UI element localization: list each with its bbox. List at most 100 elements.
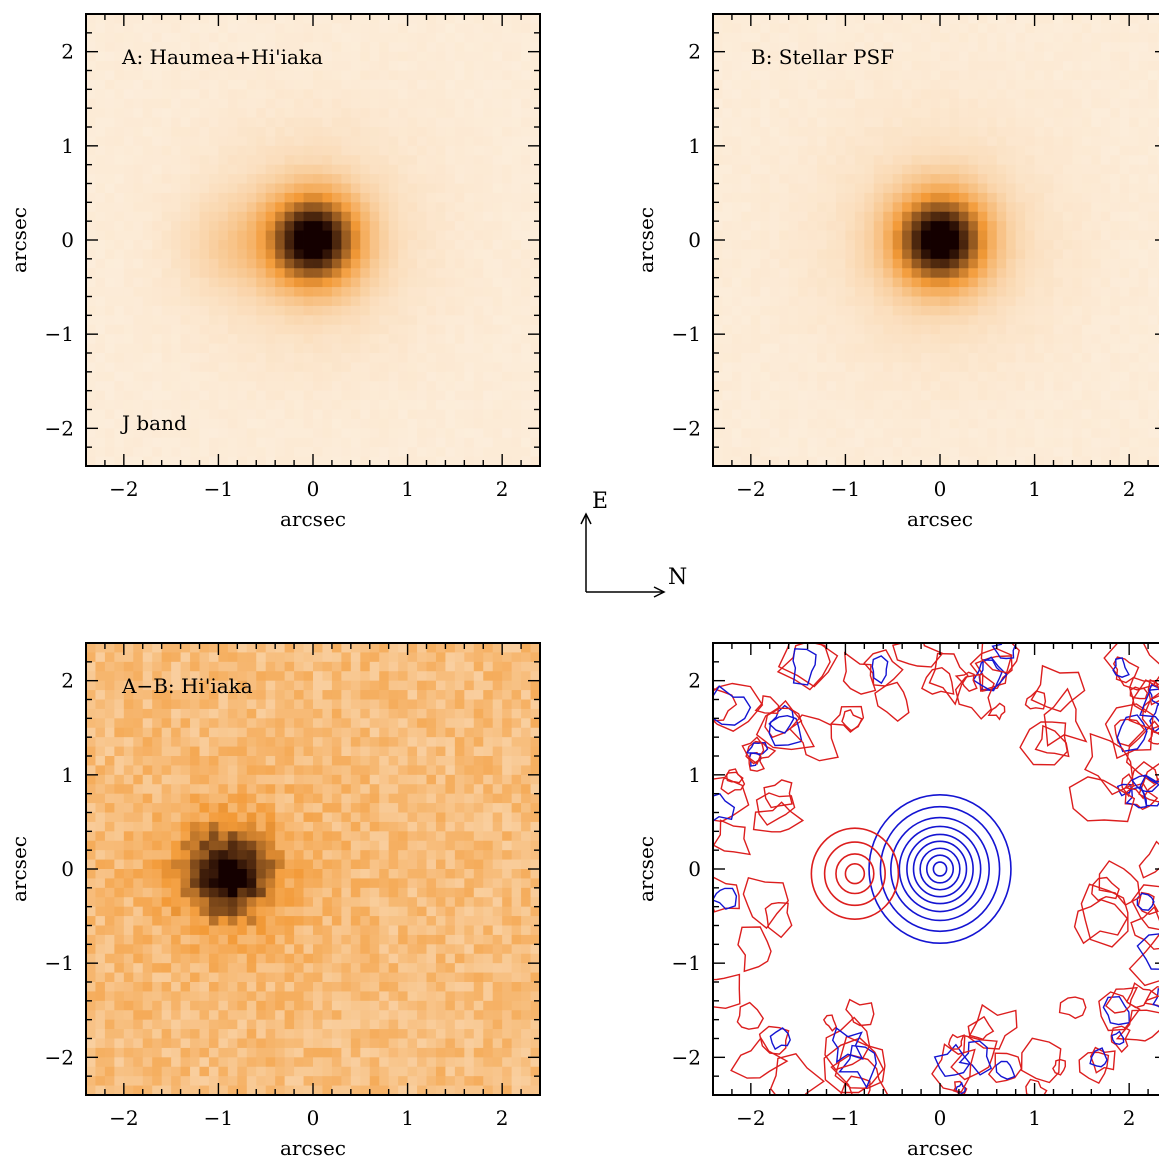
heatmap-cell xyxy=(426,192,437,203)
heatmap-cell xyxy=(1157,287,1159,297)
heatmap-cell xyxy=(294,155,304,166)
heatmap-cell xyxy=(86,183,96,194)
heatmap-cell xyxy=(208,661,219,672)
heatmap-cell xyxy=(921,428,931,439)
heatmap-cell xyxy=(845,249,856,260)
heatmap-cell xyxy=(769,381,780,392)
heatmap-cell xyxy=(246,117,257,128)
heatmap-cell xyxy=(713,240,723,250)
heatmap-cell xyxy=(1034,456,1045,467)
heatmap-cell xyxy=(133,456,144,467)
heatmap-cell xyxy=(722,230,733,241)
heatmap-cell xyxy=(1119,258,1130,269)
heatmap-cell xyxy=(265,400,276,410)
heatmap-cell xyxy=(1091,117,1102,128)
heatmap-cell xyxy=(1062,61,1073,71)
heatmap-cell xyxy=(987,400,998,410)
heatmap-cell xyxy=(161,418,172,429)
heatmap-cell xyxy=(788,305,799,316)
heatmap-cell xyxy=(713,343,723,354)
heatmap-cell xyxy=(398,409,408,420)
heatmap-cell xyxy=(1015,409,1026,420)
heatmap-cell xyxy=(902,98,913,109)
heatmap-cell xyxy=(1157,192,1159,203)
heatmap-cell xyxy=(902,51,913,62)
heatmap-cell xyxy=(161,428,172,439)
heatmap-cell xyxy=(426,174,437,184)
heatmap-cell xyxy=(237,428,248,439)
heatmap-cell xyxy=(379,409,390,420)
heatmap-cell xyxy=(123,324,134,335)
heatmap-cell xyxy=(123,447,134,457)
heatmap-cell xyxy=(303,381,314,392)
heatmap-cell xyxy=(1119,117,1130,128)
heatmap-cell xyxy=(788,32,799,43)
heatmap-cell xyxy=(208,51,219,62)
heatmap-cell xyxy=(379,174,390,184)
heatmap-cell xyxy=(275,371,286,382)
heatmap-cell xyxy=(190,202,200,213)
heatmap-cell xyxy=(322,192,333,203)
heatmap-cell xyxy=(1091,79,1102,90)
heatmap-cell xyxy=(1100,447,1111,457)
heatmap-cell xyxy=(1062,390,1073,401)
heatmap-cell xyxy=(275,409,286,420)
heatmap-cell xyxy=(864,136,875,147)
heatmap-cell xyxy=(208,136,219,147)
heatmap-cell xyxy=(483,652,494,663)
heatmap-cell xyxy=(360,287,371,297)
heatmap-cell xyxy=(445,42,456,53)
heatmap-cell xyxy=(1119,145,1130,156)
heatmap-cell xyxy=(760,174,771,184)
heatmap-cell xyxy=(873,117,884,128)
heatmap-cell xyxy=(826,136,837,147)
heatmap-cell xyxy=(417,381,427,392)
heatmap-cell xyxy=(199,456,210,467)
heatmap-cell xyxy=(256,117,267,128)
heatmap-cell xyxy=(398,428,408,439)
heatmap-cell xyxy=(817,437,827,448)
heatmap-cell xyxy=(265,362,276,373)
heatmap-cell xyxy=(826,230,837,241)
heatmap-cell xyxy=(1110,192,1121,203)
heatmap-cell xyxy=(227,89,238,100)
heatmap-cell xyxy=(190,456,200,467)
heatmap-cell xyxy=(1100,390,1111,401)
heatmap-cell xyxy=(152,70,163,81)
heatmap-cell xyxy=(180,437,191,448)
heatmap-cell xyxy=(369,390,380,401)
heatmap-cell xyxy=(454,362,465,373)
heatmap-cell xyxy=(114,61,125,71)
heatmap-cell xyxy=(1148,51,1158,62)
heatmap-cell xyxy=(1062,136,1073,147)
heatmap-cell xyxy=(303,437,314,448)
heatmap-cell xyxy=(426,437,437,448)
heatmap-cell xyxy=(341,240,352,250)
heatmap-cell xyxy=(95,61,106,71)
heatmap-cell xyxy=(713,268,723,279)
heatmap-cell xyxy=(1044,98,1054,109)
heatmap-cell xyxy=(313,221,323,231)
heatmap-cell xyxy=(303,447,314,457)
heatmap-cell xyxy=(152,164,163,175)
heatmap-cell xyxy=(1081,409,1092,420)
heatmap-cell xyxy=(341,51,352,62)
heatmap-cell xyxy=(227,249,238,260)
heatmap-cell xyxy=(1081,258,1092,269)
heatmap-cell xyxy=(788,324,799,335)
heatmap-cell xyxy=(1148,42,1158,53)
heatmap-cell xyxy=(1100,258,1111,269)
heatmap-cell xyxy=(1138,428,1149,439)
heatmap-cell xyxy=(968,315,979,326)
heatmap-cell xyxy=(521,174,531,184)
heatmap-cell xyxy=(958,61,969,71)
heatmap-cell xyxy=(464,381,475,392)
heatmap-cell xyxy=(303,268,314,279)
heatmap-cell xyxy=(873,277,884,288)
heatmap-cell xyxy=(1091,334,1102,344)
heatmap-cell xyxy=(246,287,257,297)
heatmap-cell xyxy=(817,164,827,175)
heatmap-cell xyxy=(722,211,733,222)
heatmap-cell xyxy=(1034,371,1045,382)
heatmap-cell xyxy=(388,98,399,109)
